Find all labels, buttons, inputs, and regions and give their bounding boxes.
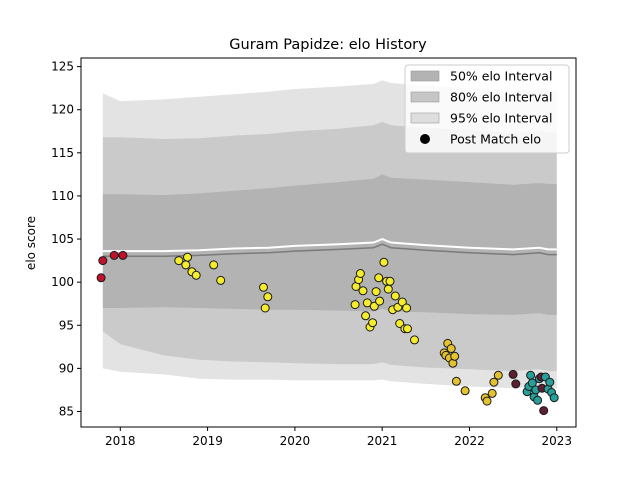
data-point <box>98 256 108 266</box>
post-match-points <box>96 250 559 416</box>
legend-label: 80% elo Interval <box>450 90 552 105</box>
legend-swatch <box>410 70 440 82</box>
data-point <box>402 303 412 313</box>
data-point <box>191 270 201 280</box>
y-tick-label: 90 <box>59 361 74 375</box>
data-point <box>450 351 460 361</box>
chart-title: Guram Papidze: elo History <box>229 37 427 53</box>
data-point <box>451 376 461 386</box>
data-point <box>362 298 372 308</box>
data-point <box>460 386 470 396</box>
y-tick-label: 95 <box>59 318 74 332</box>
x-tick-label: 2019 <box>192 434 223 448</box>
data-point <box>263 292 273 302</box>
legend-label: 50% elo Interval <box>450 69 552 84</box>
data-point <box>96 273 106 283</box>
data-point <box>379 257 389 267</box>
data-point <box>539 406 549 416</box>
data-point <box>371 287 381 297</box>
data-point <box>403 324 412 334</box>
legend-marker <box>420 134 430 144</box>
y-tick-label: 100 <box>51 275 74 289</box>
data-point <box>174 256 184 266</box>
y-axis: 85 90 95 100 105 110 115 120 125 <box>51 60 81 418</box>
legend-label: 95% elo Interval <box>450 111 552 126</box>
x-tick-label: 2018 <box>105 434 136 448</box>
legend-box <box>404 64 570 154</box>
band-95 <box>102 80 557 389</box>
data-point <box>216 275 226 285</box>
data-point <box>482 396 492 406</box>
y-tick-label: 105 <box>51 232 74 246</box>
data-point <box>260 303 270 313</box>
data-point <box>410 335 419 345</box>
data-point <box>383 284 393 294</box>
data-point <box>368 318 378 328</box>
y-tick-label: 120 <box>51 103 74 117</box>
legend: 50% elo Interval 80% elo Interval 95% elo … <box>404 64 570 154</box>
legend-label: Post Match elo <box>450 132 541 147</box>
data-point <box>385 276 395 286</box>
data-point <box>489 377 499 387</box>
y-tick-label: 85 <box>59 404 74 418</box>
x-tick-label: 2023 <box>542 434 573 448</box>
x-tick-label: 2021 <box>367 434 398 448</box>
data-point <box>526 370 536 380</box>
y-tick-label: 125 <box>51 60 74 74</box>
data-point <box>375 296 385 306</box>
data-point <box>446 344 456 353</box>
legend-swatch <box>410 112 440 124</box>
data-point <box>183 252 192 262</box>
data-point <box>369 301 379 311</box>
data-point <box>390 291 400 301</box>
data-point <box>549 393 559 403</box>
x-axis: 2018 2019 2020 2021 2022 2023 <box>105 427 572 448</box>
data-point <box>487 388 497 398</box>
data-point <box>350 300 360 310</box>
data-point <box>493 370 503 380</box>
data-point <box>358 286 368 296</box>
x-tick-label: 2020 <box>280 434 311 448</box>
y-tick-label: 115 <box>51 146 74 160</box>
data-point <box>527 378 537 388</box>
data-point <box>374 273 384 283</box>
plot-frame <box>80 57 577 428</box>
data-point <box>511 379 521 389</box>
data-point <box>508 369 518 379</box>
data-point <box>533 395 543 405</box>
data-point <box>361 311 371 321</box>
data-point <box>355 269 365 278</box>
y-axis-label: elo score <box>24 216 38 270</box>
data-point <box>545 377 555 387</box>
y-tick-label: 110 <box>51 189 74 203</box>
data-point <box>209 260 219 270</box>
data-point <box>109 250 119 260</box>
legend-swatch <box>410 91 440 103</box>
interval-bands <box>102 80 557 389</box>
elo-center-line <box>102 238 557 253</box>
band-80 <box>102 121 557 371</box>
data-point <box>259 282 268 292</box>
data-point <box>118 250 128 260</box>
plot-area <box>96 80 559 416</box>
data-point <box>181 260 191 270</box>
x-tick-label: 2022 <box>454 434 485 448</box>
data-point <box>397 297 407 307</box>
data-point <box>395 319 405 328</box>
